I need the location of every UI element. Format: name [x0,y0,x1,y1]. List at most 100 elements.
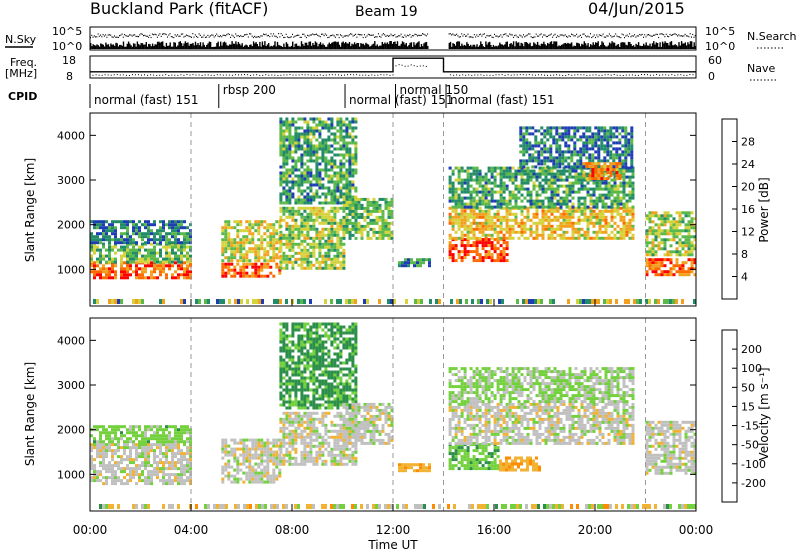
power-cell [628,181,632,185]
power-cell [499,202,503,206]
nsky-bar [295,43,298,49]
power-cell [315,233,319,237]
power-cell [451,256,455,260]
power-cell [312,144,316,148]
power-cell [678,214,682,218]
power-cell [288,239,292,243]
power-cell [460,209,464,213]
nsky-bar [511,44,514,49]
power-cell [141,238,144,242]
power-cell [613,190,617,194]
nsearch-point [136,35,138,38]
nsearch-point [410,36,412,38]
nsky-bar [489,41,491,49]
power-cell [168,232,171,236]
power-cell [330,156,334,160]
nsearch-point [162,33,163,35]
power-cell [496,212,500,216]
power-cell [493,224,497,228]
power-cell [288,195,292,199]
power-cell [236,244,240,248]
power-cell [312,159,316,163]
power-cell [598,227,602,231]
power-cell [168,223,171,227]
nsearch-point [245,34,247,36]
nsearch-point [364,34,365,36]
power-cell [451,253,455,257]
power-cell [562,202,566,206]
power-cell [248,259,252,263]
power-cell [339,129,343,133]
power-cell [123,267,126,271]
power-cell [123,220,126,224]
power-cell [236,241,240,245]
power-cell [514,187,518,191]
power-cell [511,175,515,179]
power-cell [529,175,533,179]
power-cell [351,174,355,178]
power-cell [481,212,485,216]
power-cell [564,126,568,130]
power-cell [279,201,283,205]
nsearch-point [491,36,493,38]
power-cell [648,214,652,218]
nsearch-point [566,35,567,38]
power-cell [111,260,114,264]
nave-point [659,74,661,76]
power-cell [618,156,622,160]
power-cell [342,171,346,175]
power-cell [553,193,557,197]
nsearch-point [122,36,124,38]
power-cell [174,226,177,230]
power-cell [687,244,691,248]
nsky-bar [615,45,617,49]
power-cell [279,206,283,210]
power-cell [645,241,649,245]
power-cell [624,159,628,163]
power-cell [622,187,626,191]
nsearch-point [196,35,197,38]
nave-point [344,74,345,76]
power-cell [348,135,352,139]
nsearch-tick-top: 10^5 [705,25,735,38]
power-cell [297,195,301,199]
power-cell [466,241,470,245]
power-cell [631,209,635,213]
power-cell [525,138,529,142]
power-cell [598,212,602,216]
power-cell [490,190,494,194]
power-cell [135,251,138,255]
power-cell [168,257,171,261]
power-cell [663,253,667,257]
nsearch-point [304,35,306,37]
power-cell [282,177,286,181]
power-cell [254,247,258,251]
nsearch-point [211,34,213,36]
power-cell [282,186,286,190]
power-cell [297,189,301,193]
power-cell [663,244,667,248]
power-cell [505,169,509,173]
power-cell [351,135,355,139]
power-cell [616,209,620,213]
power-cell [678,250,682,254]
power-cell [303,233,307,237]
power-cell [487,205,491,209]
power-cell [591,171,595,175]
power-cell [312,192,316,196]
nsky-bar [379,45,381,49]
power-cell [628,190,632,194]
power-cell [481,209,485,213]
power-cell [123,261,126,265]
power-cell [255,299,258,304]
power-cell [260,247,264,251]
power-cell [493,184,497,188]
power-cell [315,171,319,175]
power-cell [266,241,270,245]
nsky-bar [538,44,540,49]
power-cell [180,273,183,277]
nsearch-point [187,35,189,37]
power-cell [583,199,587,203]
power-cell [499,221,503,225]
power-cell [330,159,334,163]
